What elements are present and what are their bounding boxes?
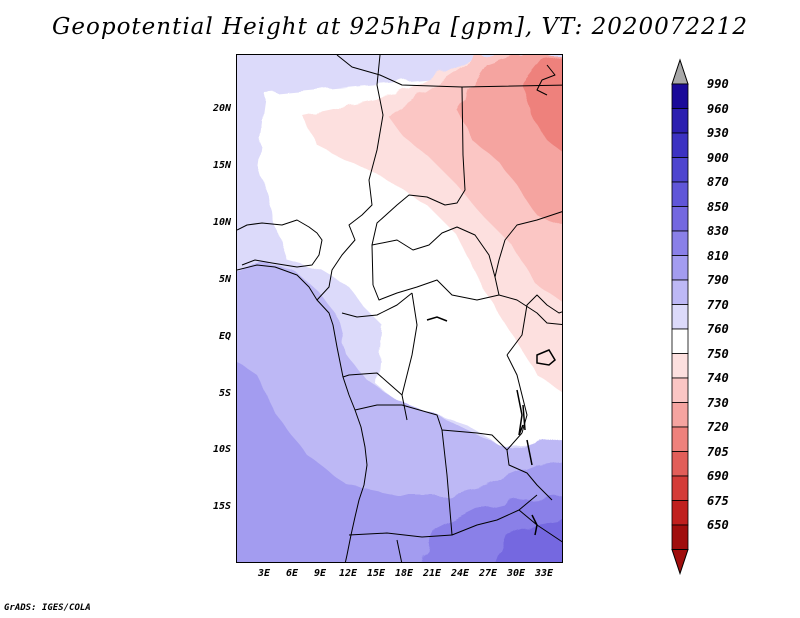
lon-label: 15E bbox=[366, 568, 386, 579]
lat-label: 5S bbox=[218, 388, 231, 399]
colorbar-swatch bbox=[671, 475, 689, 501]
colorbar-swatch bbox=[671, 353, 689, 379]
colorbar-level-label: 705 bbox=[707, 444, 729, 459]
lake-outlines bbox=[426, 316, 556, 536]
colorbar-level-label: 870 bbox=[707, 175, 729, 189]
colorbar-level-label: 650 bbox=[707, 518, 729, 532]
colorbar-level-label: 750 bbox=[707, 346, 729, 361]
lat-label: 20N bbox=[212, 103, 231, 114]
lat-label: EQ bbox=[218, 331, 231, 342]
lon-label: 18E bbox=[394, 568, 414, 579]
lon-label: 3E bbox=[257, 568, 271, 579]
lat-label: 10S bbox=[212, 444, 231, 455]
colorbar-level-label: 960 bbox=[707, 101, 729, 116]
colorbar-level-label: 990 bbox=[707, 77, 729, 91]
colorbar-bottom-arrow bbox=[671, 549, 689, 576]
colorbar-swatch bbox=[671, 500, 689, 526]
colorbar-swatch bbox=[671, 426, 689, 452]
lat-label: 10N bbox=[212, 217, 231, 228]
lat-label: 15N bbox=[212, 160, 231, 171]
lon-label: 12E bbox=[338, 568, 358, 579]
lon-label: 6E bbox=[285, 568, 299, 579]
contour-720-region bbox=[522, 56, 562, 152]
colorbar-level-label: 930 bbox=[707, 126, 729, 140]
lon-label: 24E bbox=[450, 568, 470, 579]
lon-label: 21E bbox=[422, 568, 442, 579]
lat-label: 5N bbox=[218, 274, 231, 285]
colorbar-swatch bbox=[671, 451, 689, 477]
lon-label: 30E bbox=[506, 568, 526, 579]
map-title: Geopotential Height at 925hPa [gpm], VT:… bbox=[52, 14, 748, 40]
colorbar-swatch bbox=[671, 230, 689, 256]
lat-label: 15S bbox=[212, 501, 231, 512]
colorbar-swatch bbox=[671, 402, 689, 428]
colorbar bbox=[671, 58, 689, 576]
colorbar-level-label: 850 bbox=[707, 199, 729, 214]
lon-label: 27E bbox=[478, 568, 498, 579]
colorbar-level-label: 900 bbox=[707, 150, 729, 165]
colorbar-level-label: 770 bbox=[707, 297, 729, 312]
country-borders bbox=[237, 55, 562, 562]
colorbar-swatch bbox=[671, 328, 689, 354]
grads-credit: GrADS: IGES/COLA bbox=[4, 603, 91, 613]
colorbar-swatch bbox=[671, 83, 689, 109]
colorbar-level-label: 830 bbox=[707, 224, 729, 238]
colorbar-swatch bbox=[671, 181, 689, 207]
colorbar-swatch bbox=[671, 279, 689, 305]
colorbar-swatch bbox=[671, 524, 689, 550]
lon-label: 33E bbox=[534, 568, 554, 579]
colorbar-level-label: 790 bbox=[707, 273, 729, 287]
colorbar-top-arrow bbox=[671, 58, 689, 85]
colorbar-level-label: 740 bbox=[707, 371, 729, 385]
colorbar-level-label: 760 bbox=[707, 322, 729, 336]
colorbar-level-label: 675 bbox=[707, 493, 729, 508]
colorbar-level-label: 690 bbox=[707, 469, 729, 483]
colorbar-swatch bbox=[671, 304, 689, 330]
map-panel bbox=[236, 54, 563, 563]
colorbar-level-label: 720 bbox=[707, 420, 729, 434]
colorbar-swatch bbox=[671, 132, 689, 158]
colorbar-level-label: 810 bbox=[707, 248, 729, 263]
colorbar-swatch bbox=[671, 157, 689, 183]
geopotential-height-field bbox=[237, 55, 562, 562]
colorbar-swatch bbox=[671, 255, 689, 281]
colorbar-swatch bbox=[671, 377, 689, 403]
lon-label: 9E bbox=[313, 568, 327, 579]
colorbar-swatch bbox=[671, 206, 689, 232]
colorbar-swatch bbox=[671, 108, 689, 134]
colorbar-level-label: 730 bbox=[707, 395, 729, 410]
